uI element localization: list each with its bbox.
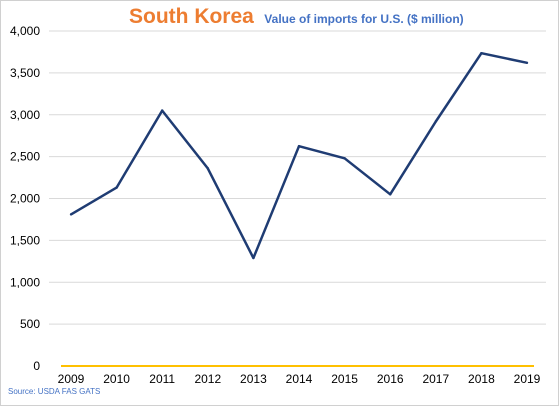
- y-tick-label: 500: [20, 317, 40, 331]
- x-tick-label: 2013: [240, 372, 267, 386]
- data-point: [434, 120, 437, 123]
- data-point: [480, 51, 483, 55]
- y-tick-label: 2,500: [10, 150, 40, 164]
- data-point: [389, 193, 392, 196]
- y-tick-label: 3,500: [10, 66, 40, 80]
- x-tick-label: 2011: [149, 372, 175, 386]
- data-point: [115, 186, 118, 189]
- data-point: [525, 61, 529, 65]
- data-point: [297, 144, 301, 148]
- series-line: [70, 51, 528, 260]
- y-tick-label: 0: [33, 359, 40, 373]
- data-point: [161, 109, 164, 112]
- y-tick-label: 1,500: [10, 233, 40, 247]
- x-tick-label: 2010: [103, 372, 130, 386]
- x-tick-label: 2015: [331, 372, 358, 386]
- data-point: [206, 167, 209, 170]
- data-point: [252, 256, 255, 260]
- data-point: [343, 157, 346, 160]
- series-layer: [69, 51, 529, 260]
- x-tick-label: 2009: [58, 372, 85, 386]
- y-tick-label: 3,000: [10, 108, 40, 122]
- source-note: Source: USDA FAS GATS: [8, 387, 101, 396]
- x-tick-label: 2019: [514, 372, 541, 386]
- x-tick-label: 2016: [377, 372, 404, 386]
- gridlines: [49, 30, 546, 325]
- data-point: [69, 213, 73, 216]
- y-tick-label: 2,000: [10, 192, 40, 206]
- y-axis-tick-labels: 0 500 1,000 1,500 2,000 2,500 3,000 3,500 4,000: [10, 24, 40, 373]
- x-axis-tick-labels: 2009 2010 2011 2012 2013 2014 2015 2016 2017 2018…: [58, 372, 541, 386]
- x-tick-label: 2014: [286, 372, 313, 386]
- x-tick-label: 2017: [422, 372, 449, 386]
- y-tick-label: 4,000: [10, 24, 40, 38]
- x-tick-label: 2018: [468, 372, 495, 386]
- x-tick-label: 2012: [194, 372, 221, 386]
- y-tick-label: 1,000: [10, 275, 40, 289]
- chart-title: South Korea: [129, 5, 254, 28]
- chart-subtitle: Value of imports for U.S. ($ million): [264, 12, 464, 26]
- chart-title-row: South Korea Value of imports for U.S. ($…: [129, 5, 464, 29]
